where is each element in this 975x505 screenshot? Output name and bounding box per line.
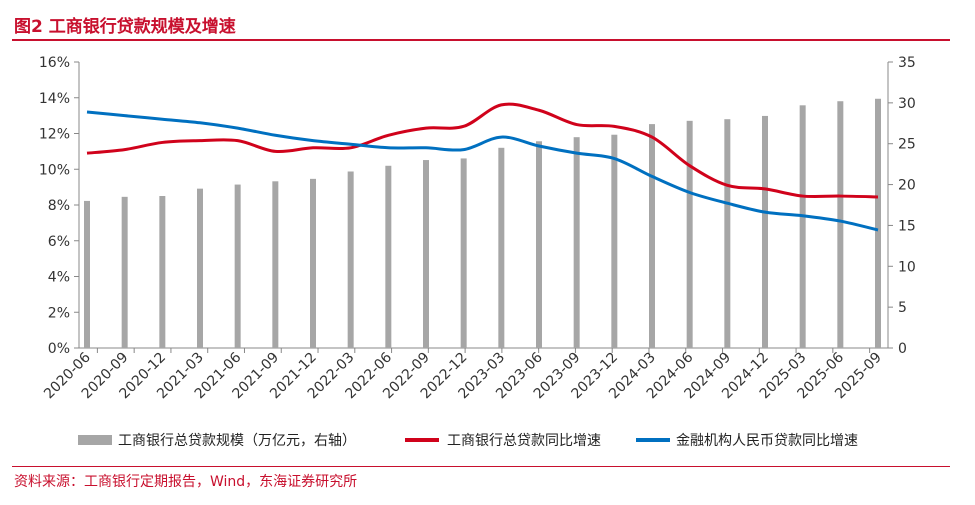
loan-scale-bar [875,98,881,349]
right-axis-tick-label: 10 [898,259,916,275]
growth-lines [86,102,879,232]
loan-scale-bar [611,134,618,348]
loan-scale-bar [724,119,731,348]
loan-scale-bar [121,196,128,348]
icbc-loan-growth-line [86,102,879,199]
figure-title: 图2 工商银行贷款规模及增速 [14,17,236,37]
right-axis-tick-label: 5 [898,300,907,316]
right-axis-tick-label: 20 [898,178,916,194]
left-axis-tick-label: 0% [48,341,70,357]
loan-scale-bar [84,200,90,348]
title-divider [12,39,950,41]
chart-legend: 工商银行总贷款规模（万亿元，右轴） 工商银行总贷款同比增速 金融机构人民币贷款同比增… [78,433,858,449]
legend-label: 工商银行总贷款规模（万亿元，右轴） [118,433,356,449]
legend-swatch-bar [78,435,112,445]
financial-institution-loan-growth-line [86,110,879,232]
loan-scale-bar [197,188,203,348]
loan-scale-bar [310,178,316,348]
left-axis-tick-label: 12% [39,127,70,143]
loan-scale-bar [837,101,844,348]
left-axis-tick-label: 2% [48,305,70,321]
loan-scale-bar [460,158,467,348]
loan-scale-bar [536,141,542,348]
source-note: 资料来源：工商银行定期报告，Wind，东海证券研究所 [14,474,358,490]
right-axis-tick-label: 30 [898,96,916,112]
loan-scale-bar [799,105,806,349]
loan-scale-bar [423,160,429,348]
loan-scale-bar [762,115,768,348]
loan-scale-bar [234,184,241,348]
chart-axes: 0% 2% 4% 6% 8% 10% 12% 14% 16% 0 5 10 15 20 25 30 35 [39,55,916,357]
left-axis-tick-label: 6% [48,234,70,250]
right-axis-tick-label: 25 [898,137,916,153]
legend-label: 金融机构人民币贷款同比增速 [676,433,858,449]
legend-label: 工商银行总贷款同比增速 [447,433,601,449]
loan-scale-bar [686,120,693,348]
footer-divider [12,466,950,467]
loan-scale-bar [159,196,166,348]
right-axis-tick-label: 15 [898,218,916,234]
left-axis-tick-label: 14% [39,91,70,107]
right-axis-tick-label: 35 [898,55,916,71]
left-axis-tick-label: 8% [48,198,70,214]
loan-scale-bar [573,137,580,348]
left-axis-tick-label: 10% [39,162,70,178]
loan-scale-bar [649,124,655,348]
loan-scale-bars [84,98,881,349]
left-axis-tick-label: 16% [39,55,70,71]
loan-scale-bar [272,181,279,348]
loan-scale-bar [498,147,505,348]
x-axis-tick-labels: 2020-062020-092020-122021-032021-062021-… [41,349,885,402]
right-axis-tick-label: 0 [898,341,907,357]
loan-scale-bar [385,165,392,348]
loan-scale-bar [347,171,354,348]
left-axis-tick-label: 4% [48,270,70,286]
